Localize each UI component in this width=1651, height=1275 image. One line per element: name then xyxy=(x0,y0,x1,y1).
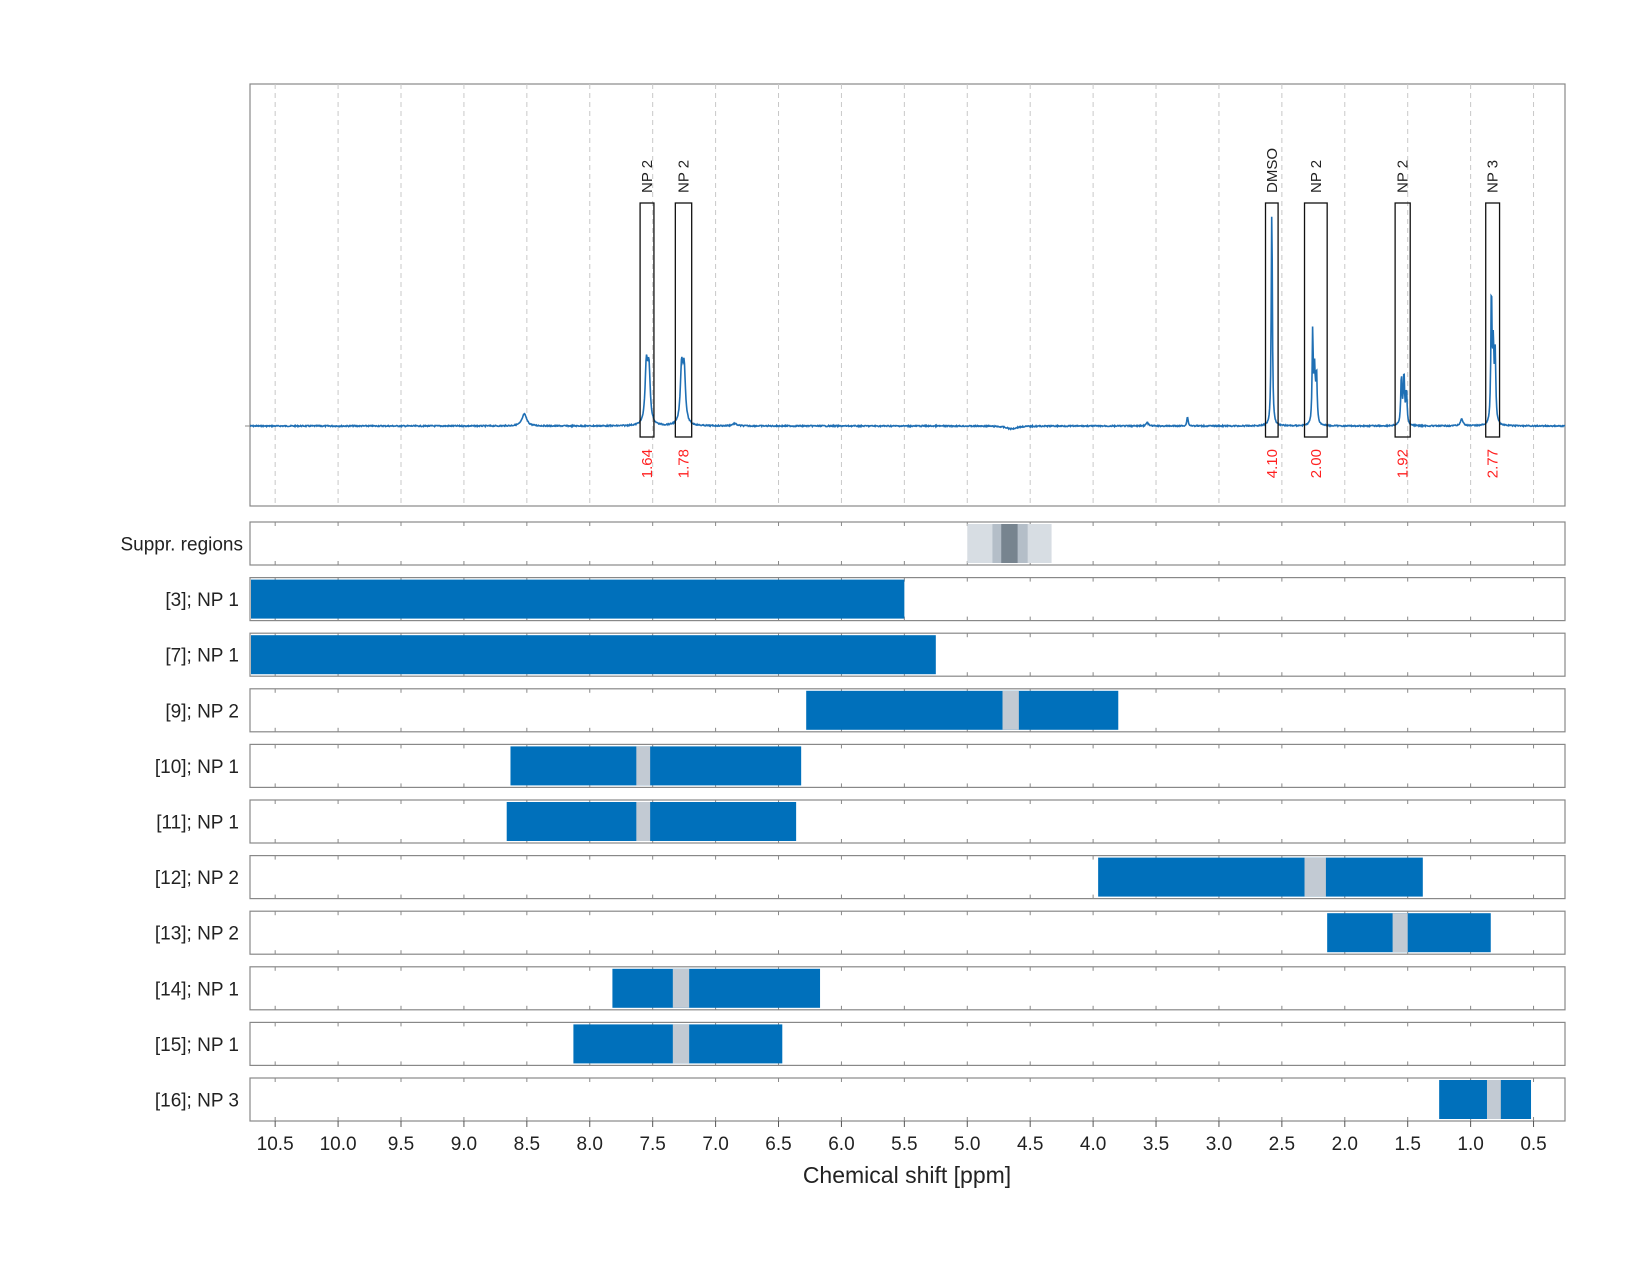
row-frame xyxy=(249,743,1566,789)
row-frame xyxy=(249,1021,1566,1067)
range-row xyxy=(249,688,1566,733)
range-row xyxy=(249,632,1566,677)
range-label: [7]; NP 1 xyxy=(165,646,239,667)
integral-value: 2.77 xyxy=(1485,449,1502,478)
x-tick-label: 8.0 xyxy=(577,1134,603,1155)
peak-annotation-box xyxy=(1394,202,1411,438)
range-bar xyxy=(251,635,936,675)
range-bar xyxy=(1098,857,1423,897)
peak-label: NP 2 xyxy=(1395,160,1412,193)
range-label: [14]; NP 1 xyxy=(155,979,239,1000)
peak-annotation-box xyxy=(1485,202,1501,438)
x-tick-label: 10.0 xyxy=(320,1134,357,1155)
x-tick-label: 1.5 xyxy=(1394,1134,1420,1155)
spectrum-frame xyxy=(249,83,1566,507)
integral-value: 1.64 xyxy=(639,449,656,478)
range-row xyxy=(249,1077,1566,1122)
row-frame xyxy=(249,1077,1566,1122)
peak-label: NP 2 xyxy=(639,160,656,193)
range-gap xyxy=(672,1024,690,1064)
suppr-regions-label: Suppr. regions xyxy=(120,535,243,556)
x-tick-label: 5.5 xyxy=(891,1134,917,1155)
range-label: [11]; NP 1 xyxy=(156,813,239,834)
peak-annotation: NP 2 1.92 xyxy=(1394,160,1412,478)
x-tick-label: 2.5 xyxy=(1269,1134,1295,1155)
peak-label: NP 2 xyxy=(676,160,693,193)
range-bar xyxy=(1439,1080,1532,1119)
spectrum-panel: NP 2 1.64 NP 2 1.78 DMSO 4.10 NP 2 2.00 NP 2 1.92… xyxy=(245,83,1566,507)
peak-annotation: NP 3 2.77 xyxy=(1485,160,1502,478)
range-row xyxy=(249,743,1566,789)
peak-label: NP 3 xyxy=(1485,160,1502,193)
range-gap xyxy=(1002,690,1019,730)
x-tick-label: 2.0 xyxy=(1332,1134,1358,1155)
x-tick-label: 6.5 xyxy=(765,1134,791,1155)
range-bar xyxy=(506,802,797,841)
suppr-band xyxy=(1001,524,1018,563)
peak-annotation: DMSO 4.10 xyxy=(1264,148,1281,478)
range-bar xyxy=(510,746,802,786)
peak-annotation: NP 2 1.64 xyxy=(639,160,656,478)
peak-annotation: NP 2 1.78 xyxy=(674,160,693,478)
x-tick-label: 6.0 xyxy=(828,1134,854,1155)
range-row xyxy=(249,854,1566,900)
x-tick-label: 3.0 xyxy=(1206,1134,1232,1155)
range-row xyxy=(249,1021,1566,1067)
x-axis-title: Chemical shift [ppm] xyxy=(803,1162,1011,1188)
x-tick-label: 7.0 xyxy=(702,1134,728,1155)
range-bar xyxy=(806,690,1119,730)
range-label: [13]; NP 2 xyxy=(155,924,239,945)
x-tick-label: 1.0 xyxy=(1457,1134,1483,1155)
range-row xyxy=(249,966,1566,1011)
range-label: [12]; NP 2 xyxy=(155,868,239,889)
range-row xyxy=(249,910,1566,955)
x-tick-label: 9.0 xyxy=(451,1134,477,1155)
row-frame xyxy=(249,966,1566,1011)
x-tick-label: 10.5 xyxy=(257,1134,294,1155)
range-gap xyxy=(1486,1080,1501,1119)
range-label: [3]; NP 1 xyxy=(165,590,239,611)
range-gap xyxy=(1304,857,1326,897)
suppression-regions-panel: Suppr. regions xyxy=(120,521,1566,566)
range-bar xyxy=(612,968,821,1008)
x-tick-label: 3.5 xyxy=(1143,1134,1169,1155)
range-label: [10]; NP 1 xyxy=(155,757,239,778)
range-label: [9]; NP 2 xyxy=(165,701,239,722)
integral-value: 4.10 xyxy=(1264,449,1281,478)
range-bar xyxy=(1327,913,1491,953)
x-tick-label: 5.0 xyxy=(954,1134,980,1155)
x-tick-label: 4.0 xyxy=(1080,1134,1106,1155)
integral-value: 2.00 xyxy=(1308,449,1325,478)
x-tick-label: 4.5 xyxy=(1017,1134,1043,1155)
spectrum-trace xyxy=(249,216,1566,431)
peak-annotation-box xyxy=(639,202,655,438)
x-tick-label: 0.5 xyxy=(1520,1134,1546,1155)
peak-annotation-box xyxy=(1303,202,1328,438)
x-tick-label: 8.5 xyxy=(514,1134,540,1155)
range-label: [16]; NP 3 xyxy=(155,1091,239,1112)
peak-label: NP 2 xyxy=(1308,160,1325,193)
range-row xyxy=(249,576,1566,622)
x-tick-label: 7.5 xyxy=(639,1134,665,1155)
peak-annotation-box xyxy=(1264,202,1279,438)
range-gap xyxy=(672,968,690,1008)
range-label: [15]; NP 1 xyxy=(155,1035,239,1056)
integral-value: 1.92 xyxy=(1395,449,1412,478)
range-gap xyxy=(1392,913,1408,953)
x-tick-label: 9.5 xyxy=(388,1134,414,1155)
ranges-panel: [3]; NP 1 [7]; NP 1 [9]; NP 2 [10]; NP 1 [11… xyxy=(155,576,1566,1122)
row-frame xyxy=(249,521,1566,566)
range-row xyxy=(249,799,1566,844)
peak-annotation-box xyxy=(674,202,693,438)
peak-annotation: NP 2 2.00 xyxy=(1303,160,1328,478)
range-gap xyxy=(636,802,651,841)
row-frame xyxy=(249,799,1566,844)
integral-value: 1.78 xyxy=(676,449,693,478)
range-gap xyxy=(636,746,651,786)
suppr-row xyxy=(249,521,1566,566)
x-axis: 10.5 10.0 9.5 9.0 8.5 8.0 7.5 7.0 6.5 6.0 5.5 5.0 4.… xyxy=(257,1121,1547,1155)
peak-label: DMSO xyxy=(1264,148,1281,193)
range-bar xyxy=(251,579,905,619)
